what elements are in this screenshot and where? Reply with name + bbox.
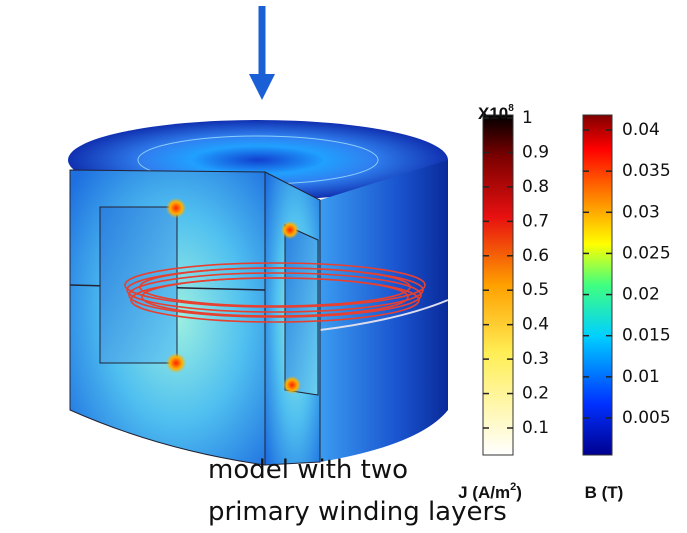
multiplier-base: X10 [478, 104, 508, 123]
tick-label: 0.025 [622, 243, 671, 263]
hot-spot [166, 353, 186, 373]
caption-line: primary winding layers [208, 497, 507, 527]
caption-line: model with two [208, 455, 408, 485]
tick-label: 0.3 [522, 349, 549, 369]
tick-label: 0.02 [622, 285, 660, 305]
colorbar-b [583, 115, 612, 455]
colorbar-j [483, 115, 513, 455]
tick-label: 0.8 [522, 177, 549, 197]
tick-label: 0.035 [622, 161, 671, 181]
tick-label: 0.4 [522, 315, 549, 335]
tick-label: 0.6 [522, 246, 549, 266]
tick-label: 0.5 [522, 280, 549, 300]
cylinder-model [68, 120, 448, 465]
figure: X108 J (A/m2) B (T) model with two prima… [0, 0, 687, 533]
tick-label: 0.2 [522, 384, 549, 404]
hot-spot [281, 221, 299, 239]
hot-spot [283, 376, 301, 394]
tick-label: 0.1 [522, 418, 549, 438]
b-label: B (T) [585, 483, 624, 502]
multiplier-exp: 8 [508, 103, 514, 114]
arrow-head [249, 74, 275, 100]
tick-label: 0.01 [622, 367, 660, 387]
tick-label: 0.03 [622, 202, 660, 222]
tick-label: 0.005 [622, 408, 671, 428]
outer-side [320, 160, 448, 462]
tick-label: 0.04 [622, 120, 660, 140]
j-label-end: ) [516, 483, 522, 502]
winding-window [285, 225, 318, 395]
tick-label: 0.7 [522, 211, 549, 231]
page: X108 J (A/m2) B (T) model with two prima… [0, 0, 687, 533]
tick-label: 0.015 [622, 326, 671, 346]
hot-spot [166, 198, 186, 218]
tick-label: 1 [522, 108, 533, 128]
tick-label: 0.9 [522, 142, 549, 162]
